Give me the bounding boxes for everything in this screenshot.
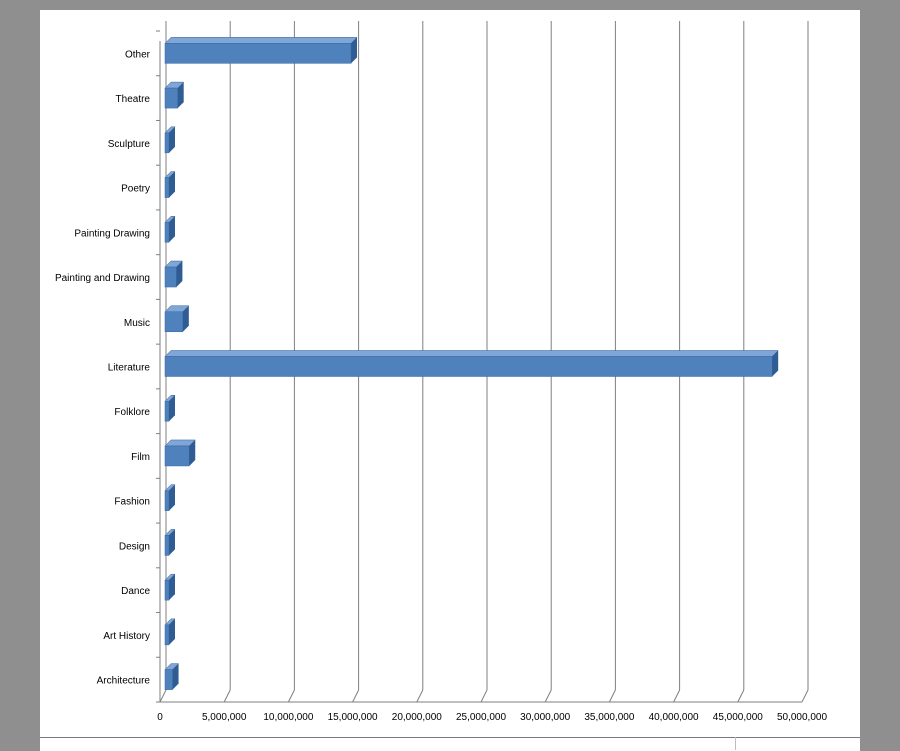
bars [164, 37, 779, 690]
floor-depth-line [223, 689, 231, 703]
bar [164, 490, 170, 511]
category-label: Painting and Drawing [55, 273, 150, 284]
x-tick-label: 20,000,000 [392, 712, 442, 723]
x-tick-label: 0 [157, 712, 163, 723]
bar [164, 87, 178, 109]
x-tick-label: 30,000,000 [520, 712, 570, 723]
bar [164, 445, 190, 467]
category-label: Architecture [97, 676, 151, 687]
bar-side-face [177, 82, 184, 109]
floor-depth-line [673, 689, 681, 703]
category-label: Folklore [114, 407, 150, 418]
x-tick-label: 45,000,000 [713, 712, 763, 723]
bar [164, 177, 170, 198]
floor-depth-line [480, 689, 488, 703]
bar [164, 669, 173, 690]
bar [164, 400, 170, 422]
bar-side-face [351, 37, 358, 64]
x-tick-label: 5,000,000 [202, 712, 247, 723]
sheet-bottom-strip [40, 737, 860, 751]
bar [164, 579, 170, 601]
labels: 0 5,000,000 10,000,000 15,000,000 20,000,000… [55, 49, 828, 723]
x-tick-label: 40,000,000 [649, 712, 699, 723]
bar-side-face [169, 126, 175, 153]
bar-side-face [172, 663, 179, 690]
category-label: Literature [108, 363, 151, 374]
category-label: Film [131, 452, 150, 463]
category-label: Painting Drawing [74, 228, 150, 239]
floor-depth-line [159, 689, 167, 703]
bar-top-face [164, 350, 779, 357]
category-label: Fashion [114, 497, 150, 508]
bar-top-face [164, 37, 358, 44]
bar-side-face [169, 618, 175, 645]
bar-side-face [169, 395, 175, 422]
bar [164, 266, 177, 288]
bar [164, 624, 170, 646]
category-label: Music [124, 318, 150, 329]
bar-side-face [176, 261, 183, 288]
category-label: Dance [121, 586, 150, 597]
bar [164, 222, 170, 243]
bar-side-face [169, 171, 175, 198]
bar [164, 43, 352, 64]
category-label: Other [125, 49, 151, 60]
floor-depth-line [416, 689, 424, 703]
category-label: Theatre [116, 94, 151, 105]
bar-side-face [189, 439, 196, 466]
x-tick-label: 35,000,000 [584, 712, 634, 723]
bar-side-face [772, 350, 779, 377]
bar [164, 132, 170, 154]
category-label: Design [119, 541, 150, 552]
floor-depth-line [608, 689, 616, 703]
sheet-strip-divider [735, 737, 736, 750]
x-tick-label: 10,000,000 [263, 712, 313, 723]
floor-depth-line [352, 689, 360, 703]
bar-side-face [169, 529, 175, 556]
category-label: Art History [103, 631, 150, 642]
bar-side-face [169, 216, 175, 243]
floor-depth-line [287, 689, 295, 703]
floor-depth-line [737, 689, 745, 703]
floor-depth-line [801, 689, 809, 703]
bar [164, 535, 170, 556]
bar-side-face [169, 574, 175, 601]
bar-side-face [169, 484, 175, 511]
x-tick-label: 50,000,000 [777, 712, 827, 723]
bar [164, 311, 184, 333]
x-tick-label: 15,000,000 [328, 712, 378, 723]
bar-side-face [182, 305, 189, 332]
category-label: Sculpture [108, 139, 151, 150]
floor-depth-line [544, 689, 552, 703]
x-tick-label: 25,000,000 [456, 712, 506, 723]
bar [164, 356, 773, 377]
category-label: Poetry [121, 184, 150, 195]
